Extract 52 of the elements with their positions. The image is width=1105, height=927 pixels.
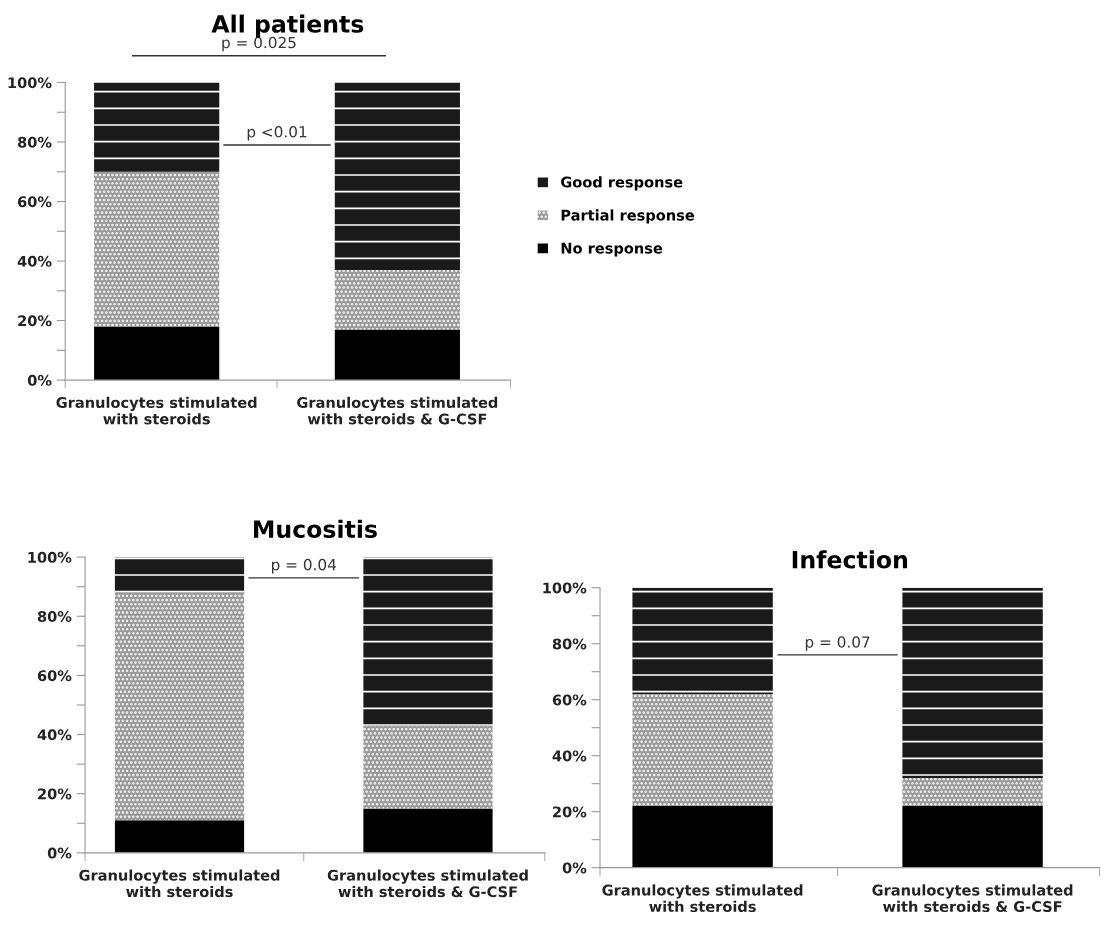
x-tick-label: Granulocytes stimulated with steroids: [56, 396, 257, 425]
chart-title: Infection: [792, 550, 908, 569]
y-tick-label: 40%: [37, 729, 72, 741]
annotation: p = 0.07: [805, 636, 870, 651]
bar: [114, 557, 245, 593]
x-tick-label: Granulocytes stimulated with steroids & G-CSF: [327, 869, 528, 898]
legend-label: Good response: [561, 176, 683, 191]
bar: [363, 725, 493, 809]
y-tick-label: 0%: [27, 374, 52, 386]
y-tick-label: 60%: [18, 196, 52, 208]
y-tick-label: 60%: [37, 670, 72, 682]
annotation: p = 0.04: [272, 558, 336, 574]
x-tick-label: Granulocytes stimulated with steroids & G-CSF: [872, 884, 1073, 913]
x-tick-label: Granulocytes stimulated with steroids & G-CSF: [297, 396, 498, 425]
x-tick-label: Granulocytes stimulated with steroids: [602, 884, 803, 913]
bar: [334, 82, 460, 270]
text: p = 0.025: [222, 36, 296, 52]
x-tick-label: Granulocytes stimulated with steroids: [79, 869, 280, 898]
y-tick-label: 0%: [47, 847, 72, 859]
y-tick-label: 80%: [17, 136, 52, 148]
y-tick-label: 100%: [8, 77, 52, 89]
y-tick-label: 40%: [552, 750, 587, 762]
bar: [94, 171, 220, 327]
bar: [363, 808, 493, 853]
y-tick-label: 40%: [17, 255, 52, 267]
chart-title: Mucositis: [254, 519, 377, 539]
bar: [632, 694, 773, 807]
y-tick-label: 80%: [37, 610, 72, 623]
y-tick-label: 80%: [552, 638, 587, 650]
y-tick-label: 20%: [38, 788, 72, 800]
bar: [334, 269, 460, 330]
y-tick-label: 20%: [18, 315, 52, 327]
y-tick-label: 100%: [543, 582, 587, 594]
bar: [94, 326, 220, 381]
bar: [94, 82, 220, 172]
y-tick-label: 60%: [552, 694, 587, 706]
y-tick-label: 100%: [28, 551, 72, 563]
bar: [114, 592, 245, 821]
legend-label: No response: [561, 242, 663, 257]
annotation: p <0.01: [247, 126, 307, 141]
y-tick-label: 20%: [553, 806, 587, 818]
bar: [632, 587, 773, 695]
bar: [902, 587, 1043, 779]
bar: [114, 820, 245, 853]
bar: [902, 806, 1043, 868]
bar: [902, 778, 1043, 807]
bar: [334, 329, 460, 381]
chart-title: All patients: [211, 14, 364, 38]
bar: [632, 806, 773, 868]
bar: [363, 557, 493, 726]
y-tick-label: 0%: [562, 862, 587, 874]
legend-label: Partial response: [561, 209, 695, 224]
